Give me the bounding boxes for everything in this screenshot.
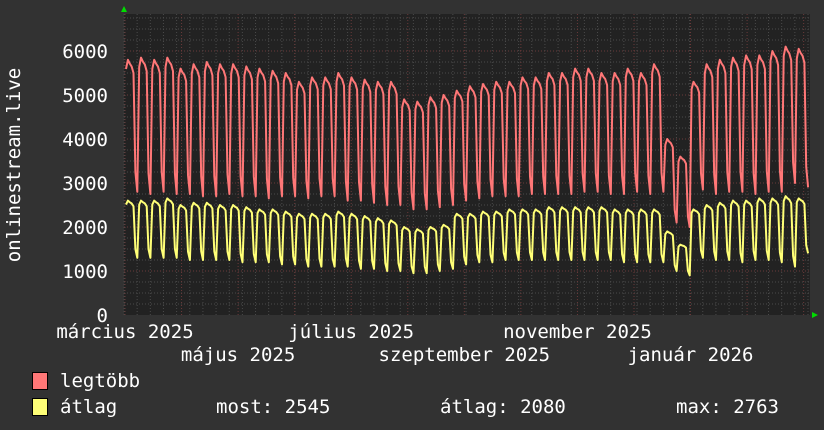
y-axis-label: onlinestream.live [3,68,25,262]
stat-max: max: 2763 [676,396,779,418]
legend-swatch-avg [32,398,48,416]
y-tick-label: 2000 [62,217,108,239]
y-axis-arrow-icon [121,6,127,12]
y-tick-label: 6000 [62,41,108,63]
stat-average: átlag: 2080 [440,396,566,418]
y-tick-label: 1000 [62,261,108,283]
series-lines [125,45,810,277]
y-tick-label: 4000 [62,129,108,151]
legend-item-avg: átlag [32,396,117,418]
x-tick-label: január 2026 [628,344,754,366]
legend-item-max: legtöbb [32,370,140,392]
y-tick-label: 5000 [62,85,108,107]
x-tick-label: május 2025 [181,344,295,366]
x-tick-label: július 2025 [288,321,414,343]
legend-label-max: legtöbb [60,370,141,392]
x-tick-label: november 2025 [503,321,652,343]
y-tick-label: 3000 [62,173,108,195]
y-tick-label: 0 [97,305,108,327]
series-line-avg [125,195,810,277]
legend-label-avg: átlag [60,396,118,418]
y-ticks: 0 1000 2000 3000 4000 5000 6000 [62,41,108,327]
x-axis-arrow-icon [812,312,818,318]
legend-swatch-max [32,372,48,390]
stat-now: most: 2545 [216,396,331,418]
x-tick-label: március 2025 [56,321,193,343]
x-tick-label: szeptember 2025 [379,344,551,366]
series-line-max [125,45,810,228]
